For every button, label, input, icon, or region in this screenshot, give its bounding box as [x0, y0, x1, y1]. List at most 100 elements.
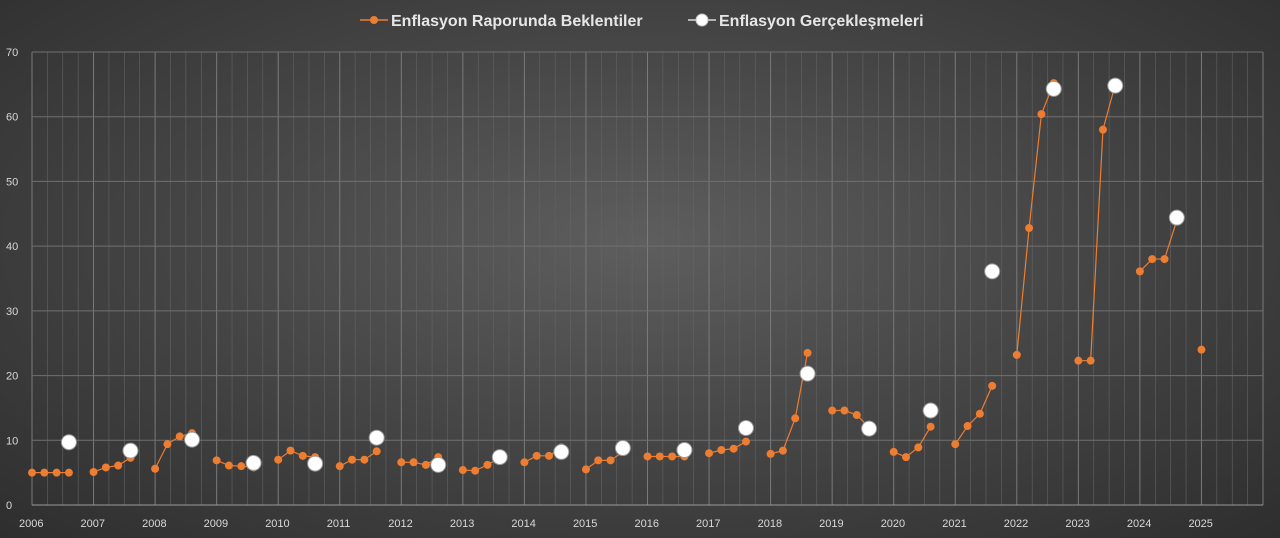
expectation-point: [286, 446, 295, 455]
expectation-point: [163, 440, 172, 449]
legend-item-expectations: Enflasyon Raporunda Beklentiler: [360, 13, 643, 30]
expectation-point: [64, 468, 73, 477]
expectation-point: [594, 456, 603, 465]
expectation-point: [988, 381, 997, 390]
expectation-point: [741, 437, 750, 446]
x-tick-label: 2024: [1127, 518, 1151, 530]
x-tick-label: 2012: [388, 518, 412, 530]
y-tick-label: 50: [6, 176, 18, 188]
expectation-point: [360, 455, 369, 464]
expectation-point: [1037, 110, 1046, 119]
expectation-point: [963, 422, 972, 431]
expectation-point: [397, 458, 406, 467]
expectation-point: [409, 458, 418, 467]
expectation-point: [28, 468, 36, 477]
x-tick-label: 2017: [696, 518, 720, 530]
expectation-line-segment: [93, 457, 131, 473]
y-tick-label: 30: [6, 306, 18, 318]
actual-point: [60, 434, 77, 451]
expectation-point: [1025, 224, 1034, 233]
expectation-point: [1012, 350, 1021, 359]
x-tick-label: 2025: [1188, 518, 1212, 530]
expectation-point: [705, 449, 714, 458]
expectation-point: [545, 451, 554, 460]
expectation-point: [1148, 255, 1157, 264]
x-tick-label: 2011: [327, 518, 351, 530]
expectation-point: [175, 432, 184, 441]
legend: Enflasyon Raporunda Beklentiler Enflasyo…: [360, 13, 924, 30]
expectation-point: [643, 452, 652, 461]
expectation-point: [791, 414, 800, 423]
expectation-point: [520, 458, 529, 467]
actual-point: [737, 419, 754, 436]
chart-grid: [31, 51, 1264, 506]
legend-label-expectations: Enflasyon Raporunda Beklentiler: [391, 13, 643, 30]
actual-point: [307, 455, 324, 472]
expectation-point: [926, 422, 935, 431]
expectation-line-segment: [277, 449, 316, 461]
y-tick-label: 40: [6, 241, 18, 253]
expectation-point: [902, 453, 911, 462]
legend-marker-actuals: [695, 13, 709, 27]
actual-point: [1107, 77, 1124, 94]
expectation-point: [975, 409, 984, 418]
expectation-point: [114, 461, 123, 470]
actual-point: [1045, 80, 1062, 97]
y-tick-label: 70: [6, 47, 18, 59]
actual-point: [614, 440, 631, 457]
actual-point: [430, 456, 447, 473]
expectation-point: [1160, 255, 1169, 264]
y-tick-label: 60: [6, 112, 18, 124]
actual-point: [1168, 209, 1185, 226]
y-tick-label: 10: [6, 435, 18, 447]
expectation-point: [151, 464, 160, 473]
legend-label-actuals: Enflasyon Gerçekleşmeleri: [719, 13, 924, 30]
x-tick-label: 2019: [819, 518, 843, 530]
expectation-point: [274, 455, 283, 464]
x-tick-label: 2016: [635, 518, 659, 530]
expectation-point: [778, 446, 787, 455]
actual-series: [60, 77, 1185, 473]
expectation-point: [1098, 125, 1107, 134]
y-tick-label: 0: [6, 500, 12, 512]
expectation-point: [852, 411, 861, 420]
expectation-point: [237, 462, 246, 471]
actual-point: [184, 431, 201, 448]
expectation-line-segment: [893, 426, 932, 458]
expectation-point: [1086, 356, 1095, 365]
x-tick-label: 2023: [1065, 518, 1089, 530]
expectation-line-segment: [1078, 84, 1116, 362]
x-tick-label: 2015: [573, 518, 597, 530]
actual-point: [368, 429, 385, 446]
legend-item-actuals: Enflasyon Gerçekleşmeleri: [688, 13, 924, 30]
expectation-line-segment: [339, 450, 378, 467]
expectation-point: [40, 468, 49, 477]
expectation-line-segment: [1139, 220, 1178, 272]
actual-point: [491, 449, 508, 466]
expectation-point: [766, 449, 775, 458]
expectation-line-segment: [770, 352, 809, 455]
expectation-point: [655, 452, 664, 461]
expectation-line-segment: [1016, 82, 1055, 355]
expectation-point: [483, 460, 492, 469]
expectation-line-segment: [585, 451, 624, 470]
x-tick-label: 2007: [81, 518, 105, 530]
actual-point: [861, 420, 878, 437]
expectation-line-segment: [708, 441, 747, 454]
expectation-point: [1197, 345, 1206, 354]
y-tick-label: 20: [6, 371, 18, 383]
actual-point: [984, 263, 1001, 280]
expectation-point: [606, 456, 615, 465]
actual-point: [676, 441, 693, 458]
x-tick-label: 2006: [19, 518, 43, 530]
expectation-point: [840, 406, 849, 415]
expectation-point: [348, 455, 357, 464]
x-tick-label: 2013: [450, 518, 474, 530]
x-tick-label: 2008: [142, 518, 166, 530]
x-tick-label: 2014: [511, 518, 535, 530]
expectation-point: [1135, 267, 1144, 276]
expectation-point: [532, 451, 541, 460]
x-tick-label: 2021: [942, 518, 966, 530]
x-tick-label: 2009: [204, 518, 228, 530]
expectation-point: [372, 447, 381, 456]
